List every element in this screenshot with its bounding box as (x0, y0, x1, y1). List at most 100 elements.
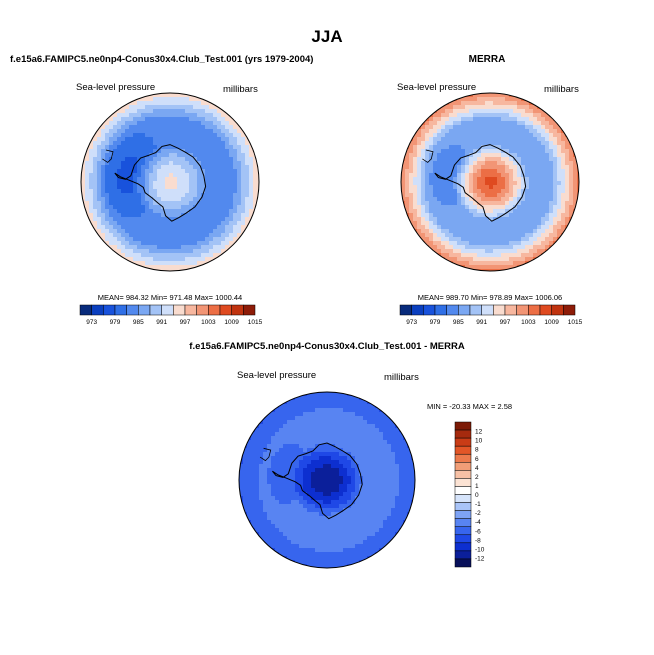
map-cell (125, 161, 130, 166)
map-cell (449, 213, 454, 218)
map-cell (197, 245, 202, 250)
map-cell (407, 476, 412, 481)
map-cell (291, 540, 296, 545)
map-cell (441, 125, 446, 130)
map-cell (537, 209, 542, 214)
map-cell (425, 193, 430, 198)
map-cell (403, 504, 408, 509)
map-cell (189, 225, 194, 230)
map-cell (509, 125, 514, 130)
map-cell (371, 492, 376, 497)
map-cell (453, 113, 458, 118)
map-cell (319, 464, 324, 469)
map-cell (387, 444, 392, 449)
map-cell (347, 404, 352, 409)
map-cell (137, 233, 142, 238)
map-cell (489, 109, 494, 114)
map-cell (113, 121, 118, 126)
map-cell (161, 217, 166, 222)
map-cell (319, 520, 324, 525)
map-cell (295, 424, 300, 429)
map-cell (355, 488, 360, 493)
map-cell (517, 253, 522, 258)
map-cell (303, 460, 308, 465)
colorbar-label: 6 (475, 456, 479, 463)
map-cell (493, 101, 498, 106)
map-cell (117, 109, 122, 114)
map-cell (525, 245, 530, 250)
map-cell (185, 221, 190, 226)
map-cell (501, 105, 506, 110)
map-cell (425, 169, 430, 174)
map-cell (193, 173, 198, 178)
map-cell (367, 440, 372, 445)
map-cell (241, 137, 246, 142)
map-cell (429, 205, 434, 210)
map-cell (351, 520, 356, 525)
map-cell (477, 157, 482, 162)
map-cell (505, 177, 510, 182)
map-cell (497, 205, 502, 210)
map-cell (133, 173, 138, 178)
map-cell (541, 177, 546, 182)
map-cell (375, 476, 380, 481)
map-cell (169, 113, 174, 118)
map-cell (189, 249, 194, 254)
map-cell (413, 173, 418, 178)
map-cell (303, 472, 308, 477)
map-cell (129, 225, 134, 230)
map-cell (569, 189, 574, 194)
map-cell (473, 237, 478, 242)
map-cell (449, 129, 454, 134)
map-cell (263, 424, 268, 429)
map-cell (105, 225, 110, 230)
map-cell (89, 153, 94, 158)
map-cell (125, 193, 130, 198)
map-cell (263, 472, 268, 477)
map-cell (465, 117, 470, 122)
map-cell (485, 181, 490, 186)
map-cell (319, 456, 324, 461)
map-cell (485, 109, 490, 114)
map-cell (469, 205, 474, 210)
map-cell (485, 217, 490, 222)
map-cell (291, 464, 296, 469)
map-cell (101, 205, 106, 210)
map-cell (513, 233, 518, 238)
map-cell (249, 197, 254, 202)
map-cell (477, 177, 482, 182)
map-cell (429, 177, 434, 182)
map-cell (395, 508, 400, 513)
map-cell (445, 169, 450, 174)
map-cell (161, 261, 166, 266)
map-cell (453, 149, 458, 154)
map-cell (165, 221, 170, 226)
map-cell (101, 153, 106, 158)
map-cell (253, 193, 258, 198)
map-cell (391, 468, 396, 473)
map-cell (457, 217, 462, 222)
map-cell (391, 516, 396, 521)
map-cell (161, 257, 166, 262)
map-cell (137, 145, 142, 150)
map-cell (213, 201, 218, 206)
map-cell (197, 189, 202, 194)
map-cell (339, 556, 344, 561)
map-cell (339, 464, 344, 469)
map-cell (287, 496, 292, 501)
map-cell (201, 237, 206, 242)
map-cell (569, 153, 574, 158)
map-cell (291, 500, 296, 505)
map-cell (359, 536, 364, 541)
map-cell (363, 468, 368, 473)
map-cell (339, 432, 344, 437)
map-cell (315, 396, 320, 401)
map-cell (413, 137, 418, 142)
map-cell (113, 209, 118, 214)
map-cell (241, 213, 246, 218)
map-cell (433, 149, 438, 154)
map-cell (161, 93, 166, 98)
map-cell (101, 181, 106, 186)
map-cell (145, 169, 150, 174)
map-cell (201, 209, 206, 214)
